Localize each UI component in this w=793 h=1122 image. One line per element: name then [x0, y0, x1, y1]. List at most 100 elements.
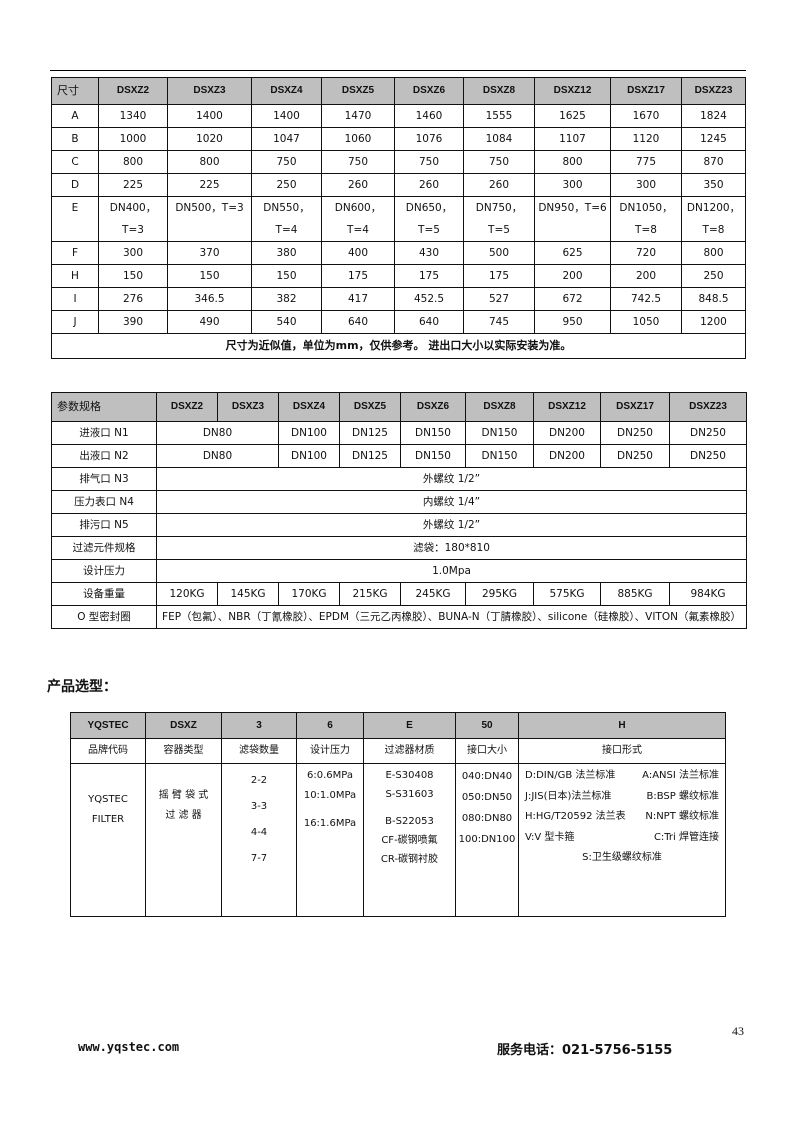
table-cell: DN550，T=4 — [251, 196, 322, 242]
table-cell: DN950，T=6 — [534, 196, 611, 242]
column-header: DSXZ8 — [463, 77, 535, 105]
options-row: YQSTEC FILTER 摇 臂 袋 式过 滤 器 2-2 3-3 4-4 7-7 6… — [70, 763, 726, 917]
table-cell: 1.0Mpa — [156, 559, 747, 583]
table-cell: 1076 — [394, 127, 464, 151]
table-cell: DN150 — [465, 421, 534, 445]
table-row: O 型密封圈 FEP（包氟）、NBR（丁氰橡胶）、EPDM（三元乙丙橡胶）、BUN… — [51, 605, 747, 629]
table-cell: 640 — [394, 310, 464, 334]
column-header: DSXZ4 — [278, 392, 340, 422]
column-header: DSXZ2 — [98, 77, 168, 105]
row-label: A — [51, 104, 99, 128]
connection-option: C:Tri 焊管连接 — [653, 831, 719, 843]
table-cell: DN100 — [278, 421, 340, 445]
table-cell: 382 — [251, 287, 322, 311]
table-cell: 380 — [251, 241, 322, 265]
row-label: F — [51, 241, 99, 265]
pressure-option: 16:1.6MPa — [303, 818, 357, 829]
table-cell: 1120 — [610, 127, 682, 151]
column-header: DSXZ6 — [400, 392, 466, 422]
row-label: O 型密封圈 — [51, 605, 157, 629]
table-cell: 417 — [321, 287, 395, 311]
table-cell: 175 — [394, 264, 464, 288]
pressure-option: 10:1.0MPa — [303, 790, 357, 801]
material-option: S-S31603 — [385, 789, 434, 800]
code-label: 接口形式 — [518, 738, 726, 764]
table-cell: DN250 — [669, 444, 747, 468]
table-cell: 500 — [463, 241, 535, 265]
column-header: DSXZ8 — [465, 392, 534, 422]
table-cell: 742.5 — [610, 287, 682, 311]
connection-option: S:卫生级螺纹标准 — [582, 852, 662, 863]
table-cell: DN1050，T=8 — [610, 196, 682, 242]
selection-table: YQSTEC DSXZ 3 6 E 50 H 品牌代码 容器类型 滤袋数量 设计压力 过滤器材质 接口… — [70, 712, 726, 917]
website-link[interactable]: www.yqstec.com — [78, 1040, 180, 1054]
table-cell: DN200 — [533, 444, 601, 468]
row-label: 设计压力 — [51, 559, 157, 583]
table-cell: 430 — [394, 241, 464, 265]
table-cell: DN250 — [600, 421, 670, 445]
column-header: DSXZ12 — [533, 392, 601, 422]
code-header: 6 — [296, 712, 364, 739]
size-option: 100:DN100 — [458, 834, 516, 845]
column-header: DSXZ2 — [156, 392, 218, 422]
size-option: 040:DN40 — [461, 771, 513, 782]
table-cell: 984KG — [669, 582, 747, 606]
column-header: DSXZ3 — [167, 77, 252, 105]
row-label: 压力表口 N4 — [51, 490, 157, 514]
material-option: CR-碳钢衬胶 — [380, 854, 439, 865]
type-options: 摇 臂 袋 式过 滤 器 — [145, 763, 222, 917]
top-rule — [50, 70, 746, 71]
table-cell: DN750，T=5 — [463, 196, 535, 242]
table-cell: FEP（包氟）、NBR（丁氰橡胶）、EPDM（三元乙丙橡胶）、BUNA-N（丁腈… — [156, 605, 747, 629]
table-cell: 950 — [534, 310, 611, 334]
connection-line: V:V 型卡箍 C:Tri 焊管连接 — [521, 828, 723, 849]
table-cell: 390 — [98, 310, 168, 334]
size-option: 080:DN80 — [461, 813, 513, 824]
table-cell: 720 — [610, 241, 682, 265]
table-cell: 870 — [681, 150, 746, 174]
material-option: E-S30408 — [385, 770, 434, 781]
table-cell: 260 — [463, 173, 535, 197]
table-cell: 滤袋：180*810 — [156, 536, 747, 560]
code-label: 设计压力 — [296, 738, 364, 764]
table-row: H 150 150 150 175 175 175 200 200 250 — [51, 264, 746, 288]
table-cell: DN80 — [156, 421, 279, 445]
table-cell: 625 — [534, 241, 611, 265]
table-row: D 225 225 250 260 260 260 300 300 350 — [51, 173, 746, 197]
table-cell: DN600，T=4 — [321, 196, 395, 242]
table-row: 设备重量 120KG 145KG 170KG 215KG 245KG 295KG 575KG 8… — [51, 582, 747, 606]
table-cell: 400 — [321, 241, 395, 265]
table-cell: 1047 — [251, 127, 322, 151]
table-cell: 848.5 — [681, 287, 746, 311]
row-label: 设备重量 — [51, 582, 157, 606]
column-header: DSXZ12 — [534, 77, 611, 105]
table-note: 尺寸为近似值，单位为mm，仅供参考。 进出口大小以实际安装为准。 — [51, 333, 746, 359]
material-options: E-S30408 S-S31603 B-S22053 CF-碳钢喷氟 CR-碳钢衬胶 — [363, 763, 456, 917]
table-cell: 750 — [463, 150, 535, 174]
table-cell: 350 — [681, 173, 746, 197]
note-row: 尺寸为近似值，单位为mm，仅供参考。 进出口大小以实际安装为准。 — [51, 333, 746, 359]
table-cell: 1107 — [534, 127, 611, 151]
section-title: 产品选型： — [47, 679, 117, 695]
connection-option: D:DIN/GB 法兰标准 — [525, 770, 616, 781]
table-cell: DN150 — [465, 444, 534, 468]
connection-option: B:BSP 螺纹标准 — [646, 790, 719, 802]
connection-line: S:卫生级螺纹标准 — [521, 848, 723, 869]
table-row: I 276 346.5 382 417 452.5 527 672 742.5 848.5 — [51, 287, 746, 311]
table-row: 压力表口 N4 内螺纹 1/4” — [51, 490, 747, 514]
bag-option: 2-2 — [250, 775, 268, 786]
brand-line: FILTER — [91, 814, 125, 825]
table-cell: 490 — [167, 310, 252, 334]
table-row: A 1340 1400 1400 1470 1460 1555 1625 1670 1824 — [51, 104, 746, 128]
table-row: F 300 370 380 400 430 500 625 720 800 — [51, 241, 746, 265]
table-cell: 外螺纹 1/2” — [156, 513, 747, 537]
table-cell: 300 — [534, 173, 611, 197]
table-cell: DN500，T=3 — [167, 196, 252, 242]
bag-options: 2-2 3-3 4-4 7-7 — [221, 763, 297, 917]
table-cell: 250 — [251, 173, 322, 197]
bag-option: 7-7 — [250, 853, 268, 864]
row-label: J — [51, 310, 99, 334]
table-cell: 800 — [534, 150, 611, 174]
table-cell: 内螺纹 1/4” — [156, 490, 747, 514]
table-cell: 245KG — [400, 582, 466, 606]
